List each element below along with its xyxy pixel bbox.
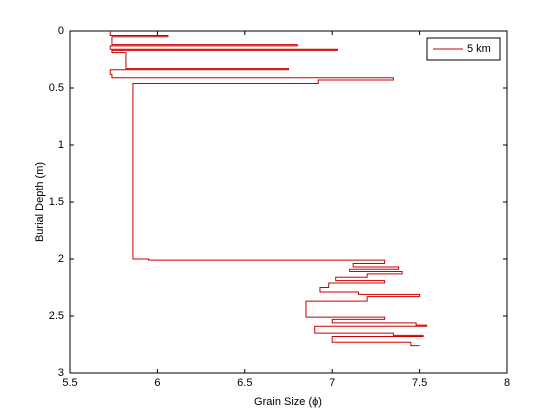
y-tick-label: 2.5 bbox=[49, 310, 64, 322]
legend-box bbox=[426, 37, 501, 61]
y-tick-label: 1.5 bbox=[49, 196, 64, 208]
data-line bbox=[109, 31, 428, 347]
x-tick-label: 6 bbox=[154, 377, 160, 389]
x-tick-label: 7.5 bbox=[412, 377, 427, 389]
x-axis-label: Grain Size (ϕ) bbox=[254, 396, 322, 408]
plot-box bbox=[69, 30, 508, 374]
y-tick-label: 0 bbox=[58, 25, 64, 37]
y-tick-label: 2 bbox=[58, 253, 64, 265]
x-tick-label: 5.5 bbox=[62, 377, 77, 389]
x-tick-label: 6.5 bbox=[237, 377, 252, 389]
x-tick-label: 7 bbox=[329, 377, 335, 389]
legend-label: 5 km bbox=[467, 43, 491, 55]
y-axis-label: Burial Depth (m) bbox=[34, 162, 46, 242]
y-tick-label: 1 bbox=[58, 139, 64, 151]
y-tick-label: 3 bbox=[58, 367, 64, 379]
x-tick-label: 8 bbox=[504, 377, 510, 389]
y-tick-label: 0.5 bbox=[49, 82, 64, 94]
